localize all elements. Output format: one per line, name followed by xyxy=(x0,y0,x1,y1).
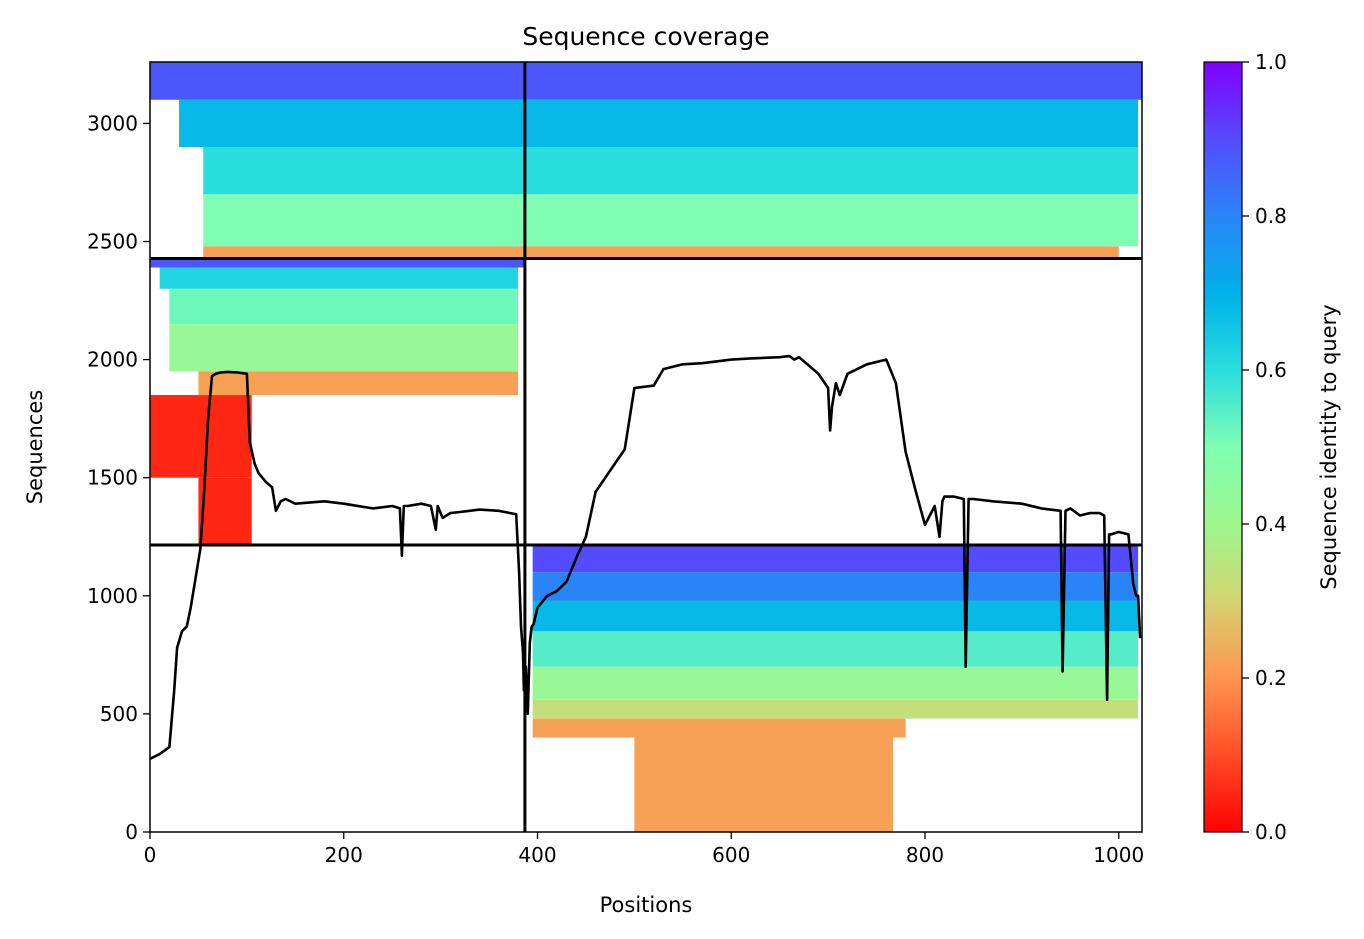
heat-band-bottom-right-0 xyxy=(634,737,894,832)
heat-band-top-0 xyxy=(203,246,1119,259)
plot-frame xyxy=(149,61,1143,833)
colorbar-tick-label-0.6: 0.6 xyxy=(1255,358,1287,382)
coverage-line-layer xyxy=(150,354,1142,760)
heat-band-top-2 xyxy=(203,147,1139,195)
coverage-heatmap xyxy=(150,62,1142,832)
x-tick-label-0: 0 xyxy=(144,843,157,867)
x-tick-label-200: 200 xyxy=(325,843,363,867)
colorbar-ticks: 0.0 0.2 0.4 0.6 0.8 1.0 xyxy=(1242,50,1287,844)
colorbar-tick-label-0.8: 0.8 xyxy=(1255,204,1287,228)
y-tick-label-3000: 3000 xyxy=(87,111,138,135)
heat-band-middle-left-5 xyxy=(159,267,519,289)
colorbar-tick-label-0.0: 0.0 xyxy=(1255,820,1287,844)
chart-title: Sequence coverage xyxy=(522,22,769,51)
heat-band-top-3 xyxy=(179,99,1139,148)
heat-band-middle-left-4 xyxy=(169,288,519,325)
x-tick-label-800: 800 xyxy=(906,843,944,867)
x-axis-label: Positions xyxy=(600,893,693,917)
heat-band-middle-left-6 xyxy=(150,258,525,268)
heat-band-bottom-right-4 xyxy=(532,631,1139,667)
heat-band-top-1 xyxy=(203,194,1139,247)
x-axis-ticks: 0 200 400 600 800 1000 xyxy=(144,832,1144,867)
y-tick-label-2000: 2000 xyxy=(87,348,138,372)
divider-lines xyxy=(150,62,1142,832)
y-tick-label-2500: 2500 xyxy=(87,230,138,254)
x-tick-label-600: 600 xyxy=(712,843,750,867)
heat-band-bottom-right-6 xyxy=(532,572,1139,601)
x-tick-label-400: 400 xyxy=(518,843,556,867)
x-tick-label-1000: 1000 xyxy=(1093,843,1144,867)
y-tick-label-500: 500 xyxy=(100,702,138,726)
colorbar xyxy=(1203,61,1243,833)
heat-band-bottom-right-3 xyxy=(532,666,1139,700)
y-tick-label-1000: 1000 xyxy=(87,584,138,608)
coverage-line xyxy=(150,354,1142,760)
heat-band-middle-left-0 xyxy=(198,477,252,546)
heat-band-bottom-right-1 xyxy=(532,718,906,738)
colorbar-tick-label-0.4: 0.4 xyxy=(1255,512,1287,536)
heat-band-top-4 xyxy=(150,62,1142,100)
colorbar-tick-label-0.2: 0.2 xyxy=(1255,666,1287,690)
colorbar-label: Sequence identity to query xyxy=(1317,304,1341,589)
heat-band-bottom-right-7 xyxy=(532,545,1139,573)
heat-band-middle-left-2 xyxy=(198,371,519,396)
y-axis-ticks: 0 500 1000 1500 2000 2500 3000 xyxy=(87,111,150,844)
heat-band-middle-left-3 xyxy=(169,324,519,372)
heat-band-middle-left-1 xyxy=(150,395,252,478)
y-tick-label-1500: 1500 xyxy=(87,466,138,490)
y-axis-label: Sequences xyxy=(23,390,47,505)
y-tick-label-0: 0 xyxy=(125,820,138,844)
heat-band-bottom-right-2 xyxy=(532,699,1139,719)
heat-band-bottom-right-5 xyxy=(532,600,1139,632)
colorbar-tick-label-1.0: 1.0 xyxy=(1255,50,1287,74)
